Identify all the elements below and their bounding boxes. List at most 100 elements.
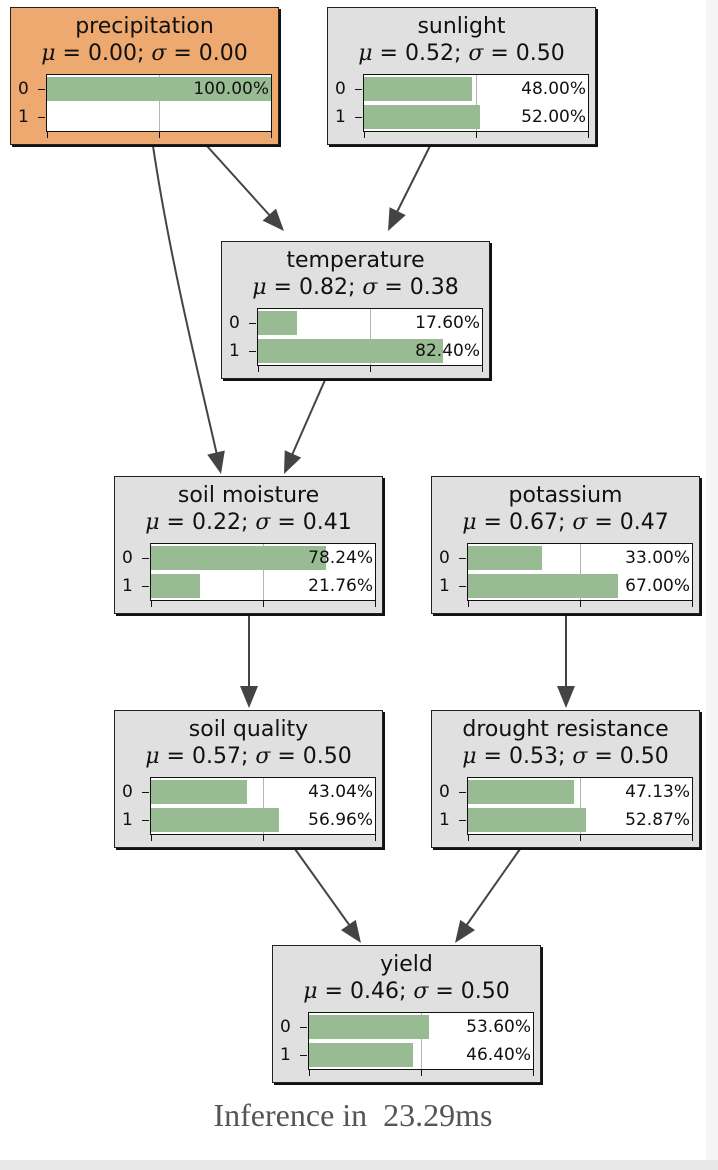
- arrowhead-precipitation-to-soil-moisture: [207, 450, 225, 474]
- probability-bar: [468, 780, 574, 804]
- axis-tick: [692, 835, 693, 841]
- arrowhead-drought-resistance-to-yield: [455, 919, 475, 943]
- state-row: [47, 104, 271, 131]
- midline: [421, 1013, 422, 1069]
- state-row: 52.87%: [468, 807, 692, 834]
- state-row: 82.40%: [258, 338, 482, 365]
- state-row: 100.00%: [47, 76, 271, 103]
- node-title: soil moisture: [177, 483, 320, 508]
- probability-text: 52.87%: [625, 810, 690, 830]
- axis-tick: [258, 366, 259, 372]
- probability-bars: 17.60% 82.40%: [257, 308, 483, 372]
- state-row: 43.04%: [151, 779, 375, 806]
- node-stats: μ = 0.00; σ = 0.00: [41, 41, 248, 66]
- state-row: 56.96%: [151, 807, 375, 834]
- state-label: 0: [280, 1017, 291, 1037]
- axis-tick: [370, 366, 371, 372]
- state-label: 1: [335, 107, 346, 127]
- axis-tick: [263, 601, 264, 607]
- sigma-value: 0.00: [198, 41, 248, 66]
- mu-value: 0.53: [508, 744, 558, 769]
- edge-layer: [152, 145, 575, 943]
- sigma-value: 0.50: [619, 744, 669, 769]
- state-tick: [459, 792, 466, 793]
- axis-tick: [421, 1070, 422, 1076]
- probability-text: 53.60%: [466, 1017, 531, 1037]
- probability-text: 48.00%: [521, 79, 586, 99]
- node-stats: μ = 0.52; σ = 0.50: [358, 41, 565, 66]
- axis-tick: [468, 601, 469, 607]
- state-label: 0: [439, 782, 450, 802]
- edge-temperature-to-soil-moisture: [291, 379, 326, 456]
- arrowhead-sunlight-to-temperature: [388, 207, 406, 231]
- probability-bar: [258, 339, 443, 363]
- state-tick: [459, 558, 466, 559]
- axis-tick: [263, 835, 264, 841]
- bottom-bar: [0, 1160, 718, 1170]
- probability-text: 82.40%: [415, 341, 480, 361]
- sigma-value: 0.47: [619, 510, 669, 535]
- mu-value: 0.67: [508, 510, 558, 535]
- probability-bar: [151, 808, 279, 832]
- scrollbar-track[interactable]: [706, 0, 718, 1170]
- state-tick: [459, 820, 466, 821]
- sigma-value: 0.50: [515, 41, 565, 66]
- state-label: 1: [122, 576, 133, 596]
- probability-text: 47.13%: [625, 782, 690, 802]
- node-yield[interactable]: yield μ = 0.46; σ = 0.50 0 1 53.60% 46.40%: [272, 945, 541, 1083]
- node-potassium[interactable]: potassium μ = 0.67; σ = 0.47 0 1 33.00% 67.00…: [431, 476, 700, 614]
- state-tick: [38, 89, 45, 90]
- state-label: 0: [18, 79, 29, 99]
- state-tick: [142, 792, 149, 793]
- node-stats: μ = 0.53; σ = 0.50: [462, 744, 669, 769]
- node-drought-resistance[interactable]: drought resistance μ = 0.53; σ = 0.50 0 1 47…: [431, 710, 700, 848]
- probability-text: 33.00%: [625, 548, 690, 568]
- state-label: 0: [229, 313, 240, 333]
- axis-tick: [476, 132, 477, 138]
- probability-text: 21.76%: [308, 576, 373, 596]
- state-label: 1: [122, 810, 133, 830]
- node-stats: μ = 0.22; σ = 0.41: [145, 510, 352, 535]
- axis-tick: [482, 366, 483, 372]
- edge-soil-quality-to-yield: [294, 848, 351, 927]
- arrowhead-soil-quality-to-yield: [341, 919, 361, 943]
- probability-text: 46.40%: [466, 1045, 531, 1065]
- node-precipitation[interactable]: precipitation μ = 0.00; σ = 0.00 0 1 100.00%: [10, 7, 279, 145]
- axis-tick: [580, 835, 581, 841]
- node-soil-quality[interactable]: soil quality μ = 0.57; σ = 0.50 0 1 43.04% 56…: [114, 710, 383, 848]
- edge-precipitation-to-soil-moisture: [152, 145, 218, 456]
- midline: [159, 75, 160, 131]
- probability-bar: [151, 574, 200, 598]
- node-stats: μ = 0.57; σ = 0.50: [145, 744, 352, 769]
- state-label: 0: [122, 782, 133, 802]
- midline: [370, 309, 371, 365]
- midline: [263, 544, 264, 600]
- probability-bar: [309, 1015, 430, 1039]
- probability-bar: [258, 311, 298, 335]
- probability-bar: [47, 77, 271, 101]
- sigma-value: 0.50: [460, 979, 510, 1004]
- state-label: 1: [439, 576, 450, 596]
- state-tick: [459, 586, 466, 587]
- mu-value: 0.52: [404, 41, 454, 66]
- node-temperature[interactable]: temperature μ = 0.82; σ = 0.38 0 1 17.60% 82.…: [221, 241, 490, 379]
- edge-sunlight-to-temperature: [395, 145, 431, 215]
- probability-bars: 43.04% 56.96%: [150, 777, 376, 841]
- probability-bar: [151, 546, 327, 570]
- mu-value: 0.22: [191, 510, 241, 535]
- node-soil-moisture[interactable]: soil moisture μ = 0.22; σ = 0.41 0 1 78.24% 2…: [114, 476, 383, 614]
- axis-tick: [309, 1070, 310, 1076]
- node-sunlight[interactable]: sunlight μ = 0.52; σ = 0.50 0 1 48.00% 52.00%: [327, 7, 596, 145]
- probability-bars: 78.24% 21.76%: [150, 543, 376, 607]
- probability-bar: [468, 808, 587, 832]
- node-title: potassium: [508, 483, 623, 508]
- probability-bar: [364, 105, 481, 129]
- probability-text: 17.60%: [415, 313, 480, 333]
- axis-tick: [588, 132, 589, 138]
- mu-value: 0.82: [298, 275, 348, 300]
- node-stats: μ = 0.82; σ = 0.38: [252, 275, 459, 300]
- state-row: 52.00%: [364, 104, 588, 131]
- mu-value: 0.00: [87, 41, 137, 66]
- axis-tick: [468, 835, 469, 841]
- probability-text: 43.04%: [308, 782, 373, 802]
